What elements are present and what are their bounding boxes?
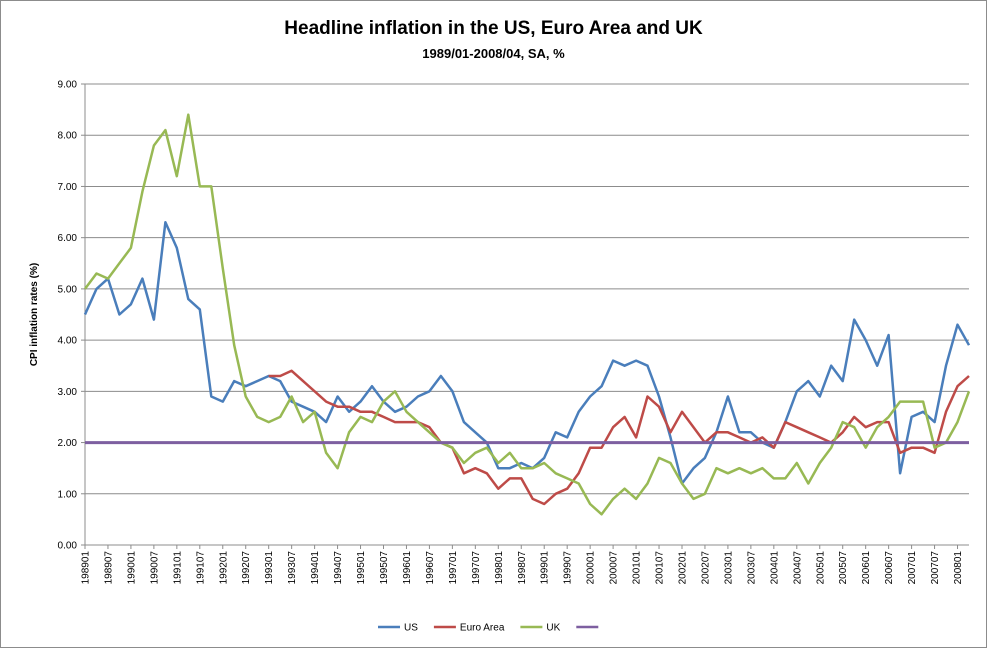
- y-tick-label: 3.00: [58, 387, 78, 398]
- x-tick-label: 200801: [953, 551, 964, 585]
- x-tick-label: 199907: [563, 551, 574, 585]
- y-tick-label: 6.00: [58, 233, 78, 244]
- x-tick-label: 200601: [861, 551, 872, 585]
- x-tick-label: 200201: [677, 551, 688, 585]
- x-tick-label: 199401: [310, 551, 321, 585]
- y-tick-label: 4.00: [58, 336, 78, 347]
- legend-label-uk: UK: [546, 623, 560, 634]
- series-lines: [83, 113, 971, 516]
- legend-label-us: US: [404, 623, 418, 634]
- x-tick-label: 198901: [81, 551, 92, 585]
- x-tick-label: 200401: [769, 551, 780, 585]
- x-tick-label: 199107: [195, 551, 206, 585]
- x-tick-label: 199207: [241, 551, 252, 585]
- x-tick-label: 199201: [218, 551, 229, 585]
- y-axis: 0.00 1.00 2.00 3.00 4.00 5.00 6.00 7.00 8.00 9.00: [58, 80, 86, 552]
- x-tick-label: 199501: [356, 551, 367, 585]
- y-tick-label: 9.00: [58, 80, 78, 91]
- x-tick-label: 199707: [471, 551, 482, 585]
- x-tick-label: 200107: [655, 551, 666, 585]
- y-tick-label: 0.00: [58, 541, 78, 552]
- y-axis-label: CPI inflation rates (%): [29, 263, 40, 366]
- y-tick-label: 7.00: [58, 182, 78, 193]
- gridlines: [85, 83, 969, 495]
- legend: US Euro Area UK: [378, 623, 599, 634]
- series-line-us: [83, 221, 971, 485]
- x-tick-label: 200607: [884, 551, 895, 585]
- x-tick-label: 199007: [149, 551, 160, 585]
- x-tick-label: 200307: [746, 551, 757, 585]
- x-tick-label: 199101: [172, 551, 183, 585]
- x-tick-label: 199701: [448, 551, 459, 585]
- x-tick-label: 200701: [907, 551, 918, 585]
- x-tick-label: 200301: [723, 551, 734, 585]
- x-tick-label: 200001: [586, 551, 597, 585]
- x-tick-label: 200501: [815, 551, 826, 585]
- x-tick-label: 198907: [103, 551, 114, 585]
- series-line-euro-area: [268, 369, 970, 506]
- x-tick-label: 200407: [792, 551, 803, 585]
- legend-label-euro-area: Euro Area: [460, 623, 505, 634]
- x-tick-label: 200101: [632, 551, 643, 585]
- x-tick-label: 199807: [517, 551, 528, 585]
- x-axis: 198901 198907 199001 199007 199101 199107 1992…: [81, 544, 969, 585]
- chart-title: Headline inflation in the US, Euro Area …: [284, 18, 703, 39]
- x-tick-label: 200007: [609, 551, 620, 585]
- x-tick-label: 199901: [540, 551, 551, 585]
- x-tick-label: 200707: [930, 551, 941, 585]
- x-tick-label: 199001: [126, 551, 137, 585]
- x-tick-label: 199301: [264, 551, 275, 585]
- x-tick-label: 199507: [379, 551, 390, 585]
- x-tick-label: 200207: [700, 551, 711, 585]
- series-line-uk: [83, 113, 971, 516]
- y-tick-label: 8.00: [58, 131, 78, 142]
- y-tick-label: 5.00: [58, 284, 78, 295]
- x-tick-label: 199601: [402, 551, 413, 585]
- chart-subtitle: 1989/01-2008/04, SA, %: [422, 46, 565, 61]
- x-tick-label: 199407: [333, 551, 344, 585]
- x-tick-label: 200507: [838, 551, 849, 585]
- y-tick-label: 2.00: [58, 438, 78, 449]
- x-tick-label: 199307: [287, 551, 298, 585]
- x-tick-label: 199607: [425, 551, 436, 585]
- x-tick-label: 199801: [494, 551, 505, 585]
- y-tick-label: 1.00: [58, 489, 78, 500]
